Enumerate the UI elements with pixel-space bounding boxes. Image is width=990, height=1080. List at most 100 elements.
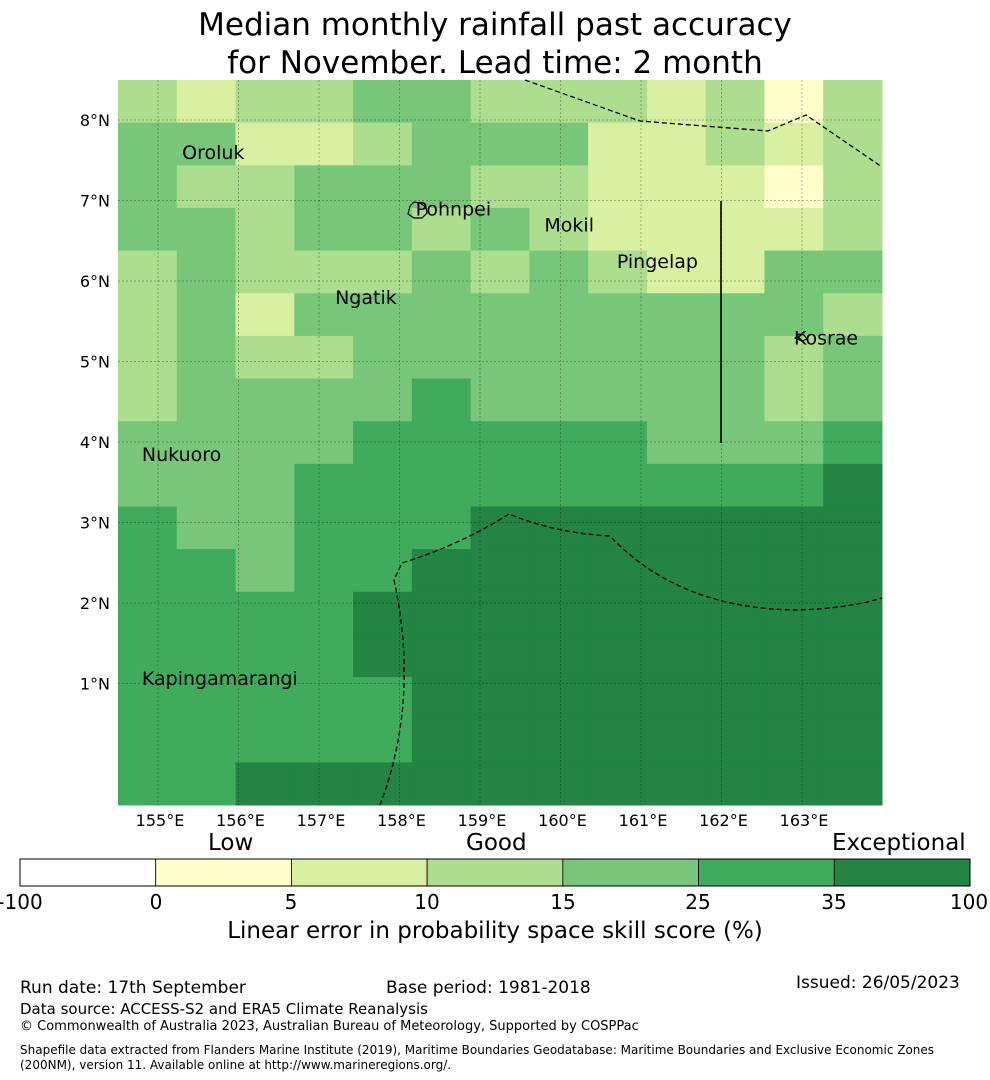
skill-cell xyxy=(823,549,883,593)
skill-cell xyxy=(764,591,824,635)
skill-cell xyxy=(823,335,883,380)
skill-cell xyxy=(823,80,883,124)
skill-cell xyxy=(353,677,413,721)
skill-cell xyxy=(705,250,765,294)
copyright: © Commonwealth of Australia 2023, Austra… xyxy=(20,1019,639,1034)
skill-cell xyxy=(764,165,824,209)
skill-cell xyxy=(470,677,530,721)
skill-cell xyxy=(118,165,178,209)
skill-cell xyxy=(176,506,237,550)
skill-cell xyxy=(470,293,530,337)
skill-cell xyxy=(235,378,295,422)
skill-cell xyxy=(294,421,354,465)
skill-cell xyxy=(118,207,178,252)
skill-cell xyxy=(118,293,178,337)
skill-cell xyxy=(235,677,295,721)
skill-cell xyxy=(235,506,295,550)
colorbar-category-low: Low xyxy=(208,830,254,856)
skill-cell xyxy=(353,122,413,166)
colorbar-label: Linear error in probability space skill … xyxy=(227,918,763,944)
skill-cell xyxy=(588,250,648,294)
skill-cell xyxy=(176,335,237,380)
latitude-label: 5°N xyxy=(80,353,110,372)
skill-cell xyxy=(588,122,648,166)
skill-cell xyxy=(588,549,648,593)
skill-cell xyxy=(176,549,237,593)
colorbar-category-exceptional: Exceptional xyxy=(832,830,966,856)
skill-cell xyxy=(646,762,707,806)
skill-cell xyxy=(588,165,648,209)
skill-cell xyxy=(646,549,707,593)
skill-cell xyxy=(764,207,824,252)
skill-cell xyxy=(294,165,354,209)
colorbar-tick: 5 xyxy=(284,890,298,914)
skill-cell xyxy=(588,293,648,337)
skill-cell xyxy=(176,677,237,721)
eez-boundary-north xyxy=(524,79,883,168)
skill-cell xyxy=(646,463,707,507)
skill-cell xyxy=(176,378,237,422)
run-date: Run date: 17th September xyxy=(20,978,246,998)
skill-cell xyxy=(235,207,295,252)
skill-cell xyxy=(118,506,178,550)
skill-cell xyxy=(235,80,295,124)
skill-cell xyxy=(529,591,589,635)
skill-cell xyxy=(235,165,295,209)
colorbar-outline xyxy=(19,858,971,887)
skill-cell xyxy=(411,463,472,507)
skill-cell xyxy=(294,591,354,635)
skill-cell xyxy=(764,378,824,422)
skill-cell xyxy=(646,207,707,252)
skill-cell xyxy=(529,335,589,380)
skill-cell xyxy=(588,421,648,465)
place-label: Kapingamarangi xyxy=(142,668,298,690)
colorbar-swatch xyxy=(698,858,835,887)
skill-cell xyxy=(588,335,648,380)
skill-cell xyxy=(353,634,413,678)
skill-cell xyxy=(588,719,648,763)
latitude-label: 2°N xyxy=(80,594,110,613)
skill-cell xyxy=(470,250,530,294)
skill-cell xyxy=(353,762,413,806)
skill-cell xyxy=(118,80,178,124)
skill-cell xyxy=(588,591,648,635)
skill-cell xyxy=(705,506,765,550)
colorbar-swatch xyxy=(19,858,157,887)
place-label: Ngatik xyxy=(335,287,397,309)
skill-cell xyxy=(646,250,707,294)
skill-cell xyxy=(705,80,765,124)
skill-cell xyxy=(705,207,765,252)
skill-cell xyxy=(176,591,237,635)
skill-cell xyxy=(764,293,824,337)
skill-cell xyxy=(411,293,472,337)
skill-cell xyxy=(118,677,178,721)
skill-cell xyxy=(646,80,707,124)
skill-cell xyxy=(176,122,237,166)
skill-cell xyxy=(294,719,354,763)
skill-cell xyxy=(411,634,472,678)
skill-cell xyxy=(470,335,530,380)
place-label: Mokil xyxy=(544,215,594,237)
eez-boundary-south xyxy=(379,513,883,806)
skill-cell xyxy=(411,762,472,806)
skill-cell xyxy=(235,762,295,806)
place-label: Oroluk xyxy=(182,142,244,164)
skill-cell xyxy=(411,549,472,593)
skill-cell xyxy=(353,378,413,422)
skill-cell xyxy=(411,80,472,124)
skill-cell xyxy=(470,80,530,124)
colorbar-tick: 35 xyxy=(821,890,847,914)
colorbar-swatch xyxy=(291,858,428,887)
skill-cell xyxy=(235,463,295,507)
place-label: Pingelap xyxy=(617,251,698,273)
skill-cell xyxy=(529,250,589,294)
colorbar-tick: 10 xyxy=(414,890,440,914)
skill-cell xyxy=(176,207,237,252)
colorbar xyxy=(19,858,971,887)
skill-cell xyxy=(470,463,530,507)
skill-cell xyxy=(353,293,413,337)
skill-cell xyxy=(764,762,824,806)
skill-cell xyxy=(176,80,237,124)
skill-cell xyxy=(646,591,707,635)
skill-cell xyxy=(823,463,883,507)
